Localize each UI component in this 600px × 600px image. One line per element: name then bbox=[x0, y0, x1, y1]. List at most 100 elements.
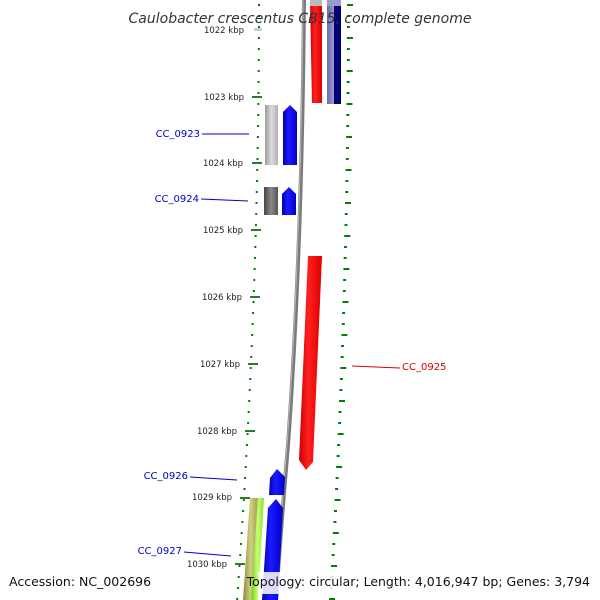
gene-label-cc0925[interactable]: CC_0925 bbox=[351, 362, 446, 373]
ring-tick bbox=[344, 224, 348, 226]
ring-tick bbox=[247, 411, 250, 413]
ring-tick bbox=[333, 521, 337, 523]
ring-tick bbox=[343, 279, 347, 281]
ring-tick bbox=[249, 378, 252, 380]
ring-tick bbox=[345, 180, 349, 182]
ring-tick bbox=[343, 246, 347, 248]
cog-block-olive bbox=[243, 498, 258, 600]
ring-tick bbox=[257, 114, 260, 116]
ring-tick bbox=[329, 598, 336, 600]
ring-tick bbox=[345, 191, 349, 193]
ring-tick bbox=[340, 367, 347, 369]
ring-tick bbox=[344, 202, 351, 204]
scale-label: 1022 kbp bbox=[204, 26, 244, 36]
ring-tick bbox=[254, 235, 257, 237]
ring-tick bbox=[257, 48, 260, 50]
ring-tick bbox=[251, 334, 254, 336]
ring-tick bbox=[239, 543, 242, 545]
scale-label: 1030 kbp bbox=[187, 560, 227, 570]
ring-tick bbox=[252, 312, 255, 314]
footer-bg-right bbox=[258, 572, 595, 594]
ring-tick bbox=[334, 499, 341, 501]
ring-tick bbox=[346, 15, 350, 17]
ring-tick bbox=[346, 114, 350, 116]
ring-tick bbox=[340, 356, 344, 358]
ring-tick bbox=[253, 257, 256, 259]
ring-tick bbox=[346, 70, 353, 72]
ring-tick bbox=[345, 158, 349, 160]
ring-tick bbox=[244, 466, 247, 468]
gene-arrow-cc0924 bbox=[282, 187, 296, 215]
svg-text:CC_0924: CC_0924 bbox=[155, 194, 199, 205]
ring-tick bbox=[257, 70, 260, 72]
cog-block-cc0923 bbox=[265, 105, 278, 165]
ring-tick bbox=[249, 367, 252, 369]
top-feature-gray-cap bbox=[310, 0, 322, 6]
ring-tick bbox=[342, 301, 349, 303]
ring-tick bbox=[239, 554, 242, 556]
ring-tick bbox=[257, 4, 260, 6]
ring-tick bbox=[253, 279, 256, 281]
scale-label: 1023 kbp bbox=[204, 93, 244, 103]
ring-tick bbox=[238, 565, 241, 567]
ring-tick bbox=[257, 59, 260, 61]
ring-tick bbox=[342, 312, 346, 314]
ring-tick bbox=[345, 169, 352, 171]
gene-label-cc0926[interactable]: CC_0926 bbox=[144, 471, 238, 482]
ring-tick bbox=[256, 136, 259, 138]
ring-tick bbox=[254, 224, 257, 226]
ring-tick bbox=[341, 334, 348, 336]
gene-arrow-cc0925 bbox=[299, 256, 322, 470]
footer-bg-left bbox=[4, 572, 154, 594]
ring-tick bbox=[237, 576, 240, 578]
accession-label: Accession: NC_002696 bbox=[9, 574, 151, 589]
ring-tick bbox=[256, 158, 259, 160]
ring-tick bbox=[242, 510, 245, 512]
gene-label-cc0924[interactable]: CC_0924 bbox=[155, 194, 249, 205]
scale-tick-top bbox=[254, 28, 262, 31]
gene-label-cc0927[interactable]: CC_0927 bbox=[138, 546, 232, 557]
ring-tick bbox=[256, 180, 259, 182]
ring-tick bbox=[339, 378, 343, 380]
ring-tick bbox=[346, 81, 350, 83]
ring-tick bbox=[346, 136, 353, 138]
ring-tick bbox=[255, 191, 258, 193]
ring-tick bbox=[336, 466, 343, 468]
ring-tick bbox=[346, 26, 350, 28]
ring-tick bbox=[256, 147, 259, 149]
gene-label-cc0923[interactable]: CC_0923 bbox=[156, 129, 249, 140]
ring-tick bbox=[243, 488, 246, 490]
ring-tick bbox=[346, 37, 353, 39]
map-title: Caulobacter crescentus CB15, complete ge… bbox=[129, 11, 472, 27]
scale-labels: 1022 kbp 1023 kbp 1024 kbp 1025 kbp 1026… bbox=[187, 26, 244, 570]
ring-tick bbox=[339, 389, 343, 391]
ring-tick bbox=[339, 400, 345, 402]
ring-tick bbox=[257, 37, 260, 39]
ring-tick bbox=[245, 455, 248, 457]
ring-tick bbox=[255, 202, 258, 204]
ring-tick bbox=[344, 235, 351, 237]
ring-tick bbox=[257, 92, 260, 94]
ring-tick bbox=[252, 290, 255, 292]
ring-tick bbox=[257, 103, 260, 105]
ring-tick bbox=[346, 125, 350, 127]
ring-tick bbox=[338, 411, 342, 413]
forward-cds-top-light bbox=[327, 0, 334, 104]
top-feature-gray-cap-right bbox=[327, 0, 341, 6]
ring-tick bbox=[248, 389, 251, 391]
ring-tick bbox=[336, 455, 340, 457]
gene-arrow-cc0926 bbox=[269, 469, 285, 495]
ring-tick bbox=[257, 125, 260, 127]
ring-tick bbox=[256, 169, 259, 171]
svg-text:CC_0923: CC_0923 bbox=[156, 129, 200, 140]
ring-tick bbox=[344, 213, 348, 215]
ring-tick bbox=[332, 532, 339, 534]
gc-content-ring-left bbox=[236, 4, 260, 600]
ring-tick bbox=[250, 345, 253, 347]
ring-tick bbox=[236, 587, 239, 589]
reverse-cds-top bbox=[310, 0, 322, 103]
ring-tick bbox=[250, 356, 253, 358]
ring-tick bbox=[346, 4, 353, 6]
ring-tick bbox=[242, 499, 245, 501]
